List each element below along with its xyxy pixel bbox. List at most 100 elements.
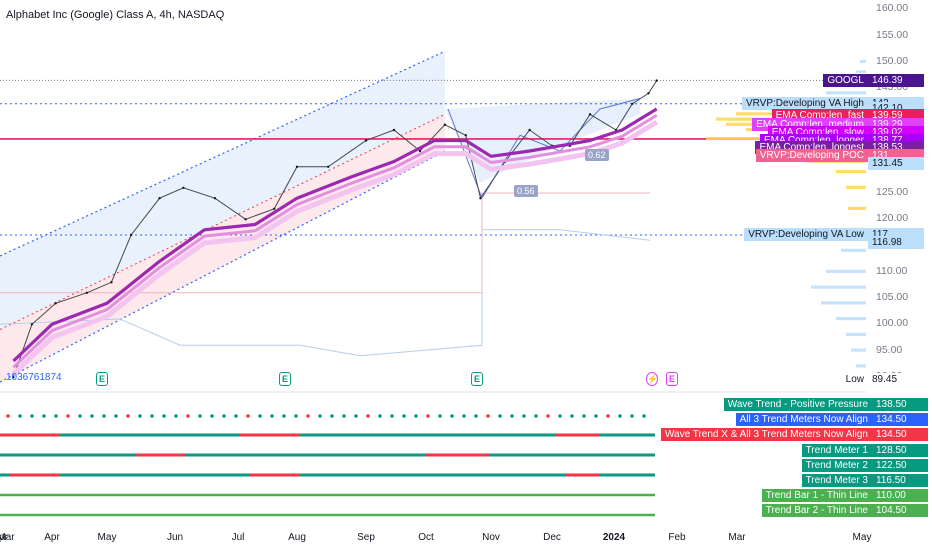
price-point [129,233,133,237]
price-point [443,123,447,126]
wave-trend-dot [522,414,526,418]
time-tick: May [852,532,872,543]
channel-upper-fill [0,51,445,330]
volume-profile-bar [846,185,866,189]
wave-trend-dot [234,414,238,418]
chart-title: Alphabet Inc (Google) Class A, 4h, NASDA… [6,9,225,21]
time-tick: Jun [166,532,184,543]
wave-trend-dot [54,414,58,418]
price-point [244,218,247,221]
price-point [213,197,217,200]
wave-trend-dot [318,414,322,418]
wave-trend-dot [6,414,10,418]
price-tick: 160.00 [876,2,909,15]
volume-profile-bar [846,332,866,336]
earnings-icon[interactable]: E [666,372,678,386]
wave-trend-dot [390,414,394,418]
wave-trend-dot [18,414,22,418]
panel-value: 134.50 [872,413,928,427]
wave-trend-dot [426,414,430,418]
price-tick: 105.00 [876,291,909,303]
panel-label: Trend Meter 1 [801,443,872,457]
volume-profile-bar [860,59,866,63]
price-tick: 125.00 [876,186,909,198]
volume-profile-bar [826,269,866,273]
volume-profile-bar [811,285,866,289]
price-point [295,165,299,168]
wave-trend-dot [618,414,622,418]
price-point [655,79,658,82]
price-tag-value: 89.45 [868,372,924,386]
wave-trend-dot [66,414,70,418]
price-tick: 110.00 [876,264,908,277]
price-point [54,302,57,305]
volume-profile-bar [826,91,866,95]
panel-label: Trend Meter 3 [801,474,872,487]
volume-profile-bar [856,364,866,368]
wave-trend-dot [558,414,562,418]
earnings-icon[interactable]: E [96,372,108,386]
price-tick: 95.00 [876,343,903,356]
vwap-line [0,229,651,357]
earnings-icon[interactable]: E [471,372,483,386]
wave-trend-dot [438,414,442,418]
volume-profile-bar [821,301,866,305]
wave-trend-dot [534,414,538,418]
vwap-lower-line [0,192,650,294]
wave-trend-dot [474,414,478,418]
price-point [12,376,15,379]
price-point [479,197,482,200]
wave-trend-dot [582,414,586,418]
time-tick: Apr [0,532,8,543]
channel-upper-line [0,50,446,257]
time-tick: Apr [44,532,60,543]
wave-trend-dot [366,414,370,418]
panel-value: 122.50 [872,458,928,472]
panel-value: 116.50 [872,474,928,487]
price-tag-label: VRVP:Developing POC [755,149,868,163]
wave-trend-dot [162,414,166,418]
wave-trend-dot [78,414,82,418]
price-point [528,128,531,132]
price-tick: 155.00 [876,28,909,41]
price-point [30,323,34,326]
time-tick: Aug [288,532,306,543]
panel-value: 138.50 [872,398,928,411]
low-id-label: 1036761874 [6,372,62,383]
price-point [110,281,113,284]
wave-trend-dot [258,414,262,418]
volume-profile-bar [856,70,866,74]
wave-trend-dot [606,414,610,418]
time-tick: Sep [357,532,375,543]
price-tag-label: VRVP:Developing VA Low [744,228,868,241]
wave-trend-dot [30,414,34,418]
wave-trend-dot [642,414,646,418]
time-tick: Nov [482,532,500,543]
wave-trend-dot [102,414,106,418]
panel-label: Trend Bar 2 - Thin Line [761,504,872,518]
lightning-icon[interactable]: ⚡ [646,372,659,386]
wave-trend-dot [174,414,178,418]
wave-trend-dot [294,414,298,418]
price-tick: 120.00 [876,212,909,225]
time-tick: May [97,532,117,543]
price-tag-label: VRVP:Developing VA High [741,96,868,110]
wave-trend-dot [450,414,454,418]
price-tick: 150.00 [876,54,909,67]
wave-trend-dot [486,414,490,418]
time-tick: Mar [728,532,746,543]
channel-lower-line [0,150,446,383]
pattern-ratio-label-2: 0.62 [585,149,609,161]
time-tick: Oct [418,532,434,543]
panel-label: All 3 Trend Meters Now Align [735,413,872,427]
wave-trend-dot [282,414,286,418]
wave-trend-dot [246,414,250,418]
time-tick: Jul [231,532,245,543]
earnings-icon[interactable]: E [279,372,291,386]
panel-value: 104.50 [872,504,928,518]
wave-trend-dot [414,414,418,418]
price-tick: 100.00 [876,317,909,330]
wave-trend-dot [330,414,334,418]
price-point [273,207,276,210]
